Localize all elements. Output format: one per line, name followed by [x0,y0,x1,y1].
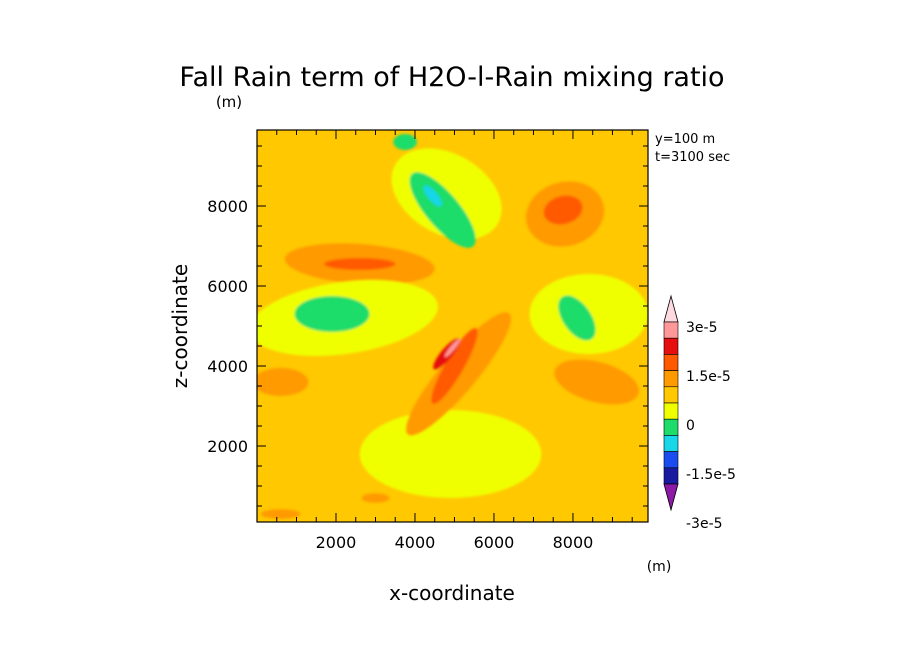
title-units: (m) [216,93,242,111]
colorbar-segment [663,402,679,420]
y-tick-label: 8000 [207,197,248,216]
colorbar-segment [663,337,679,355]
contour-region-12 [423,185,442,207]
contour-features [257,134,648,519]
colorbar-segment [663,354,679,371]
colorbar-segment [663,435,679,452]
contour-region-1 [324,258,396,270]
info-line-2: t=3100 sec [655,150,730,165]
colorbar-label: -3e-5 [686,516,723,532]
colorbar-top-arrow [663,294,679,323]
contour-region-13 [393,134,417,150]
contour-region-18 [444,338,461,358]
colorbar-segment [663,370,679,388]
contour-region-19 [260,509,301,519]
contour-region-16 [431,328,478,404]
colorbar-label: 3e-5 [686,320,717,336]
y-tick-label: 4000 [207,357,248,376]
contour-region-5 [257,368,309,396]
colorbar-segment [663,451,679,469]
plot-area [257,130,648,522]
colorbar-label: 1.5e-5 [686,369,731,385]
colorbar-segment [663,386,679,404]
x-tick-label: 8000 [553,533,594,552]
chart-title: Fall Rain term of H2O-l-Rain mixing rati… [179,62,724,93]
y-tick-label: 6000 [207,277,248,296]
y-axis-label: z-coordinate [168,264,192,388]
contour-region-7 [294,296,370,332]
x-tick-label: 4000 [395,533,436,552]
colorbar-bottom-arrow [663,483,679,512]
y-ticks: 2000 4000 6000 8000 [207,145,648,507]
x-axis-label: x-coordinate [389,581,515,605]
x-tick-label: 2000 [316,533,357,552]
contour-region-14 [359,410,542,498]
colorbar: 3e-5 1.5e-5 0 -1.5e-5 -3e-5 [663,294,736,532]
contour-region-9 [558,295,596,341]
colorbar-segment [663,418,679,436]
x-tick-label: 6000 [474,533,515,552]
info-line-1: y=100 m [655,132,715,147]
y-tick-label: 2000 [207,437,248,456]
contour-region-4 [554,359,639,405]
contour-region-20 [361,493,390,503]
colorbar-label: 0 [686,418,695,434]
contour-region-3 [543,195,583,225]
colorbar-segment [663,467,679,485]
x-ticks: 2000 4000 6000 8000 [276,130,633,552]
colorbar-label: -1.5e-5 [686,467,736,483]
colorbar-segment [663,321,679,339]
colorbar-units: (m) [647,559,672,575]
